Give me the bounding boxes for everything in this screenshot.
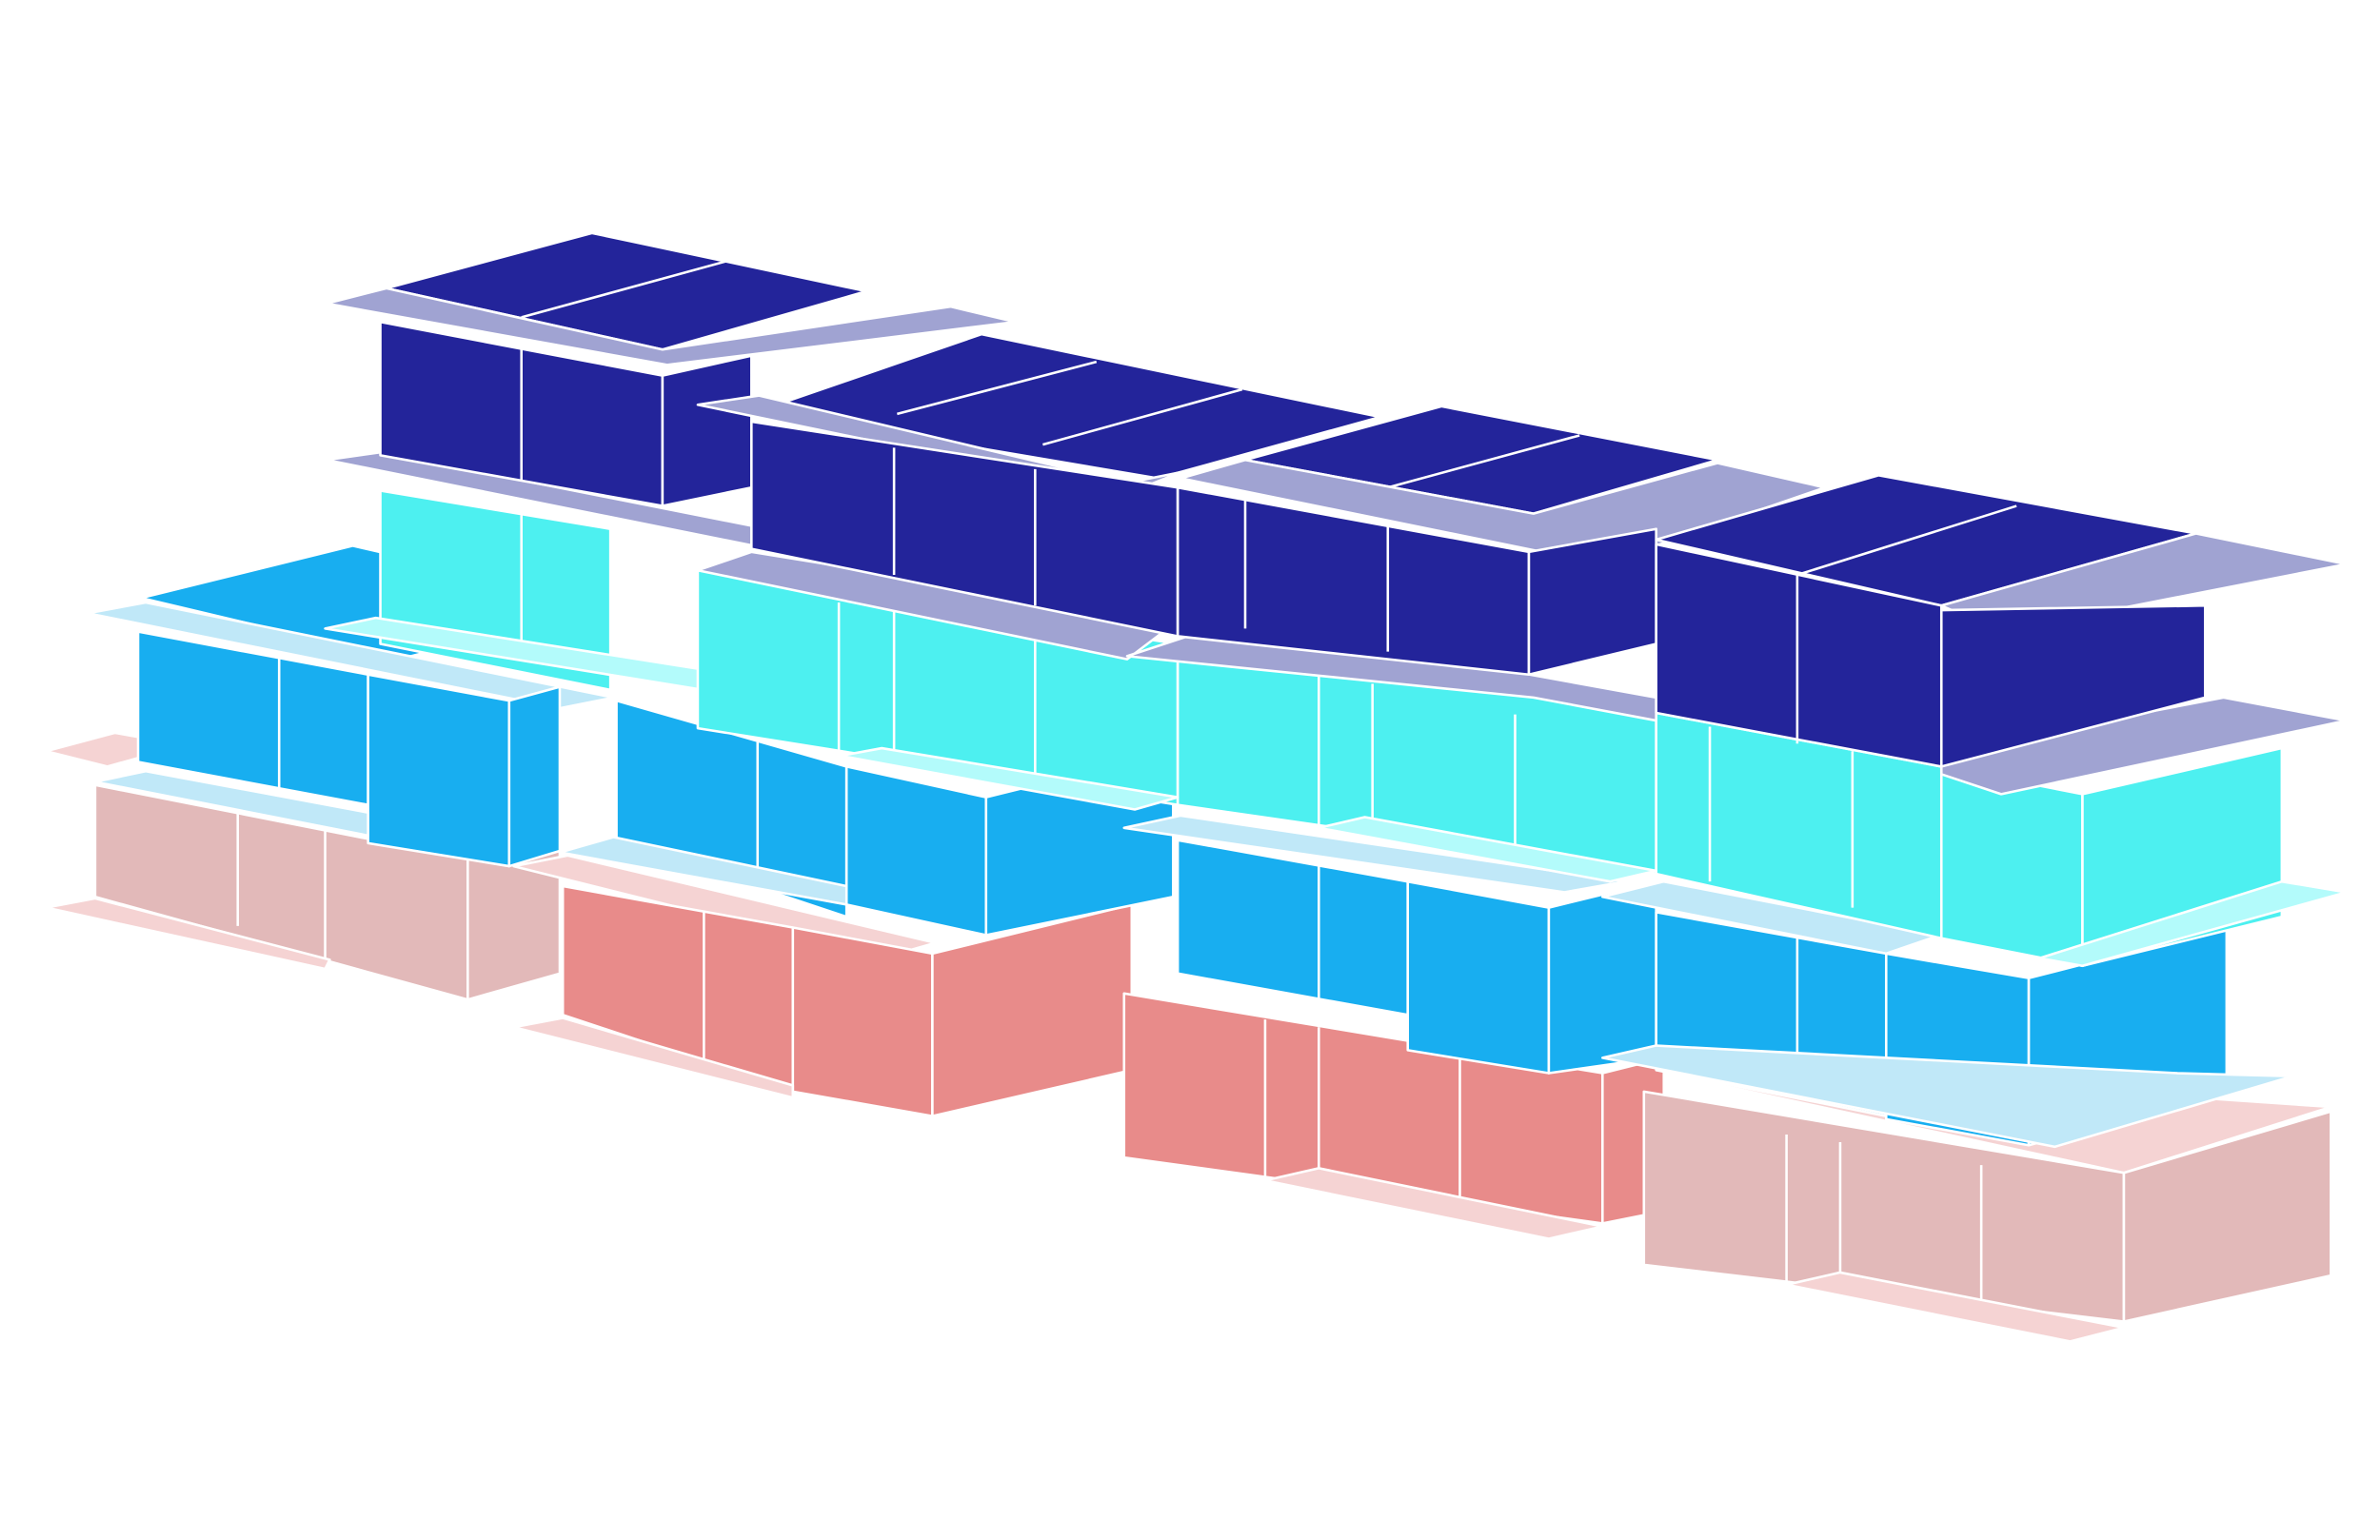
slab xyxy=(325,286,1017,366)
face xyxy=(1176,839,1410,1017)
block-lower-left xyxy=(45,731,562,1001)
face xyxy=(1939,603,2207,768)
edge xyxy=(1387,434,1580,489)
block-middle-salmon xyxy=(512,854,1134,1117)
slab xyxy=(1263,1167,1604,1240)
face xyxy=(1939,765,2084,968)
face xyxy=(661,354,753,507)
block-left-blue xyxy=(86,544,615,868)
edge xyxy=(521,259,729,319)
slab xyxy=(93,769,369,838)
face xyxy=(791,926,934,1117)
slab xyxy=(558,836,848,906)
face xyxy=(844,765,988,937)
face xyxy=(1547,879,1657,1075)
face xyxy=(507,685,562,868)
slab xyxy=(1601,1044,2294,1149)
slab xyxy=(86,601,615,710)
face xyxy=(2122,1110,2332,1323)
slab xyxy=(45,897,331,971)
slab xyxy=(1785,1271,2126,1343)
block-right-blue xyxy=(1122,814,2294,1149)
tier-cyan xyxy=(324,489,2348,968)
edge xyxy=(1042,387,1243,446)
slab xyxy=(2038,879,2348,968)
face xyxy=(1527,527,1657,677)
tier-navy xyxy=(325,231,2348,768)
face xyxy=(1406,879,1551,1075)
slab xyxy=(1122,814,1627,894)
face xyxy=(931,903,1134,1117)
edge xyxy=(1796,504,2017,577)
edge xyxy=(897,360,1098,416)
face xyxy=(367,673,511,868)
slab xyxy=(839,746,1180,811)
slab xyxy=(1939,696,2348,796)
roof xyxy=(758,332,1382,480)
face xyxy=(615,699,848,918)
slab xyxy=(1318,816,1657,883)
slab xyxy=(512,1017,795,1099)
